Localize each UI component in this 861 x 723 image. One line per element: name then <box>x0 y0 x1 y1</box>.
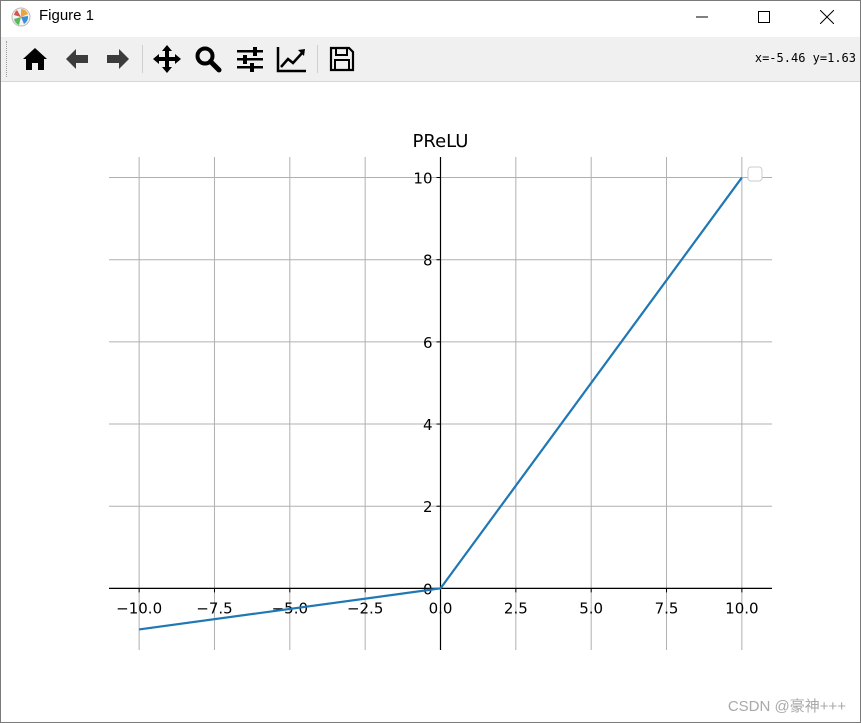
forward-arrow-icon <box>107 49 129 69</box>
navigation-toolbar: x=-5.46 y=1.63 <box>1 37 860 82</box>
edit-axis-icon <box>276 47 306 73</box>
legend-box <box>747 166 763 182</box>
minimize-button[interactable] <box>679 1 725 33</box>
x-tick-label: 5.0 <box>579 599 603 617</box>
save-button[interactable] <box>326 43 358 75</box>
subplots-icon <box>237 47 263 72</box>
title-bar: Figure 1 <box>1 1 860 33</box>
subplots-button[interactable] <box>234 43 266 75</box>
watermark: CSDN @豪神+++ <box>727 698 846 715</box>
toolbar-separator <box>142 45 143 73</box>
y-tick-label: 6 <box>423 334 433 352</box>
y-tick-label: 4 <box>423 416 433 434</box>
y-tick-label: 8 <box>423 252 433 270</box>
prelu-chart: −10.0 −7.5 −5.0 −2.5 0.0 2.5 5.0 7.5 10.00246810… <box>109 131 772 650</box>
y-tick-label: 10 <box>413 170 432 188</box>
window-title: Figure 1 <box>39 7 95 24</box>
back-arrow-icon <box>66 49 88 69</box>
zoom-button[interactable] <box>192 43 224 75</box>
chart-title: PReLU <box>413 131 469 152</box>
maximize-button[interactable] <box>741 1 787 33</box>
toolbar-grip <box>6 41 9 77</box>
back-button[interactable] <box>61 43 93 75</box>
x-tick-label: −2.5 <box>347 599 383 617</box>
series-line <box>138 176 743 631</box>
home-button[interactable] <box>19 43 51 75</box>
maximize-icon <box>758 11 770 23</box>
home-icon <box>23 48 47 70</box>
toolbar-separator <box>317 45 318 73</box>
x-tick-label: 10.0 <box>725 599 758 617</box>
figure-canvas[interactable]: −10.0 −7.5 −5.0 −2.5 0.0 2.5 5.0 7.5 10.0 0 2 4 6 8 10… <box>1 82 860 722</box>
x-tick-label: −7.5 <box>196 599 232 617</box>
x-tick-label: −10.0 <box>116 599 162 617</box>
matplotlib-icon <box>11 7 31 27</box>
pan-button[interactable] <box>151 43 183 75</box>
forward-button[interactable] <box>102 43 134 75</box>
close-icon <box>820 10 834 24</box>
x-tick-label: 2.5 <box>504 599 528 617</box>
x-tick-label: 0.0 <box>429 599 453 617</box>
pan-icon <box>153 45 181 73</box>
edit-axis-button[interactable] <box>276 43 308 75</box>
x-tick-label: 7.5 <box>655 599 679 617</box>
close-button[interactable] <box>804 1 850 33</box>
y-tick-label: 2 <box>423 498 433 516</box>
save-icon <box>329 46 355 72</box>
minimize-icon <box>696 16 708 18</box>
zoom-icon <box>195 46 222 73</box>
cursor-coordinates: x=-5.46 y=1.63 <box>754 51 856 65</box>
